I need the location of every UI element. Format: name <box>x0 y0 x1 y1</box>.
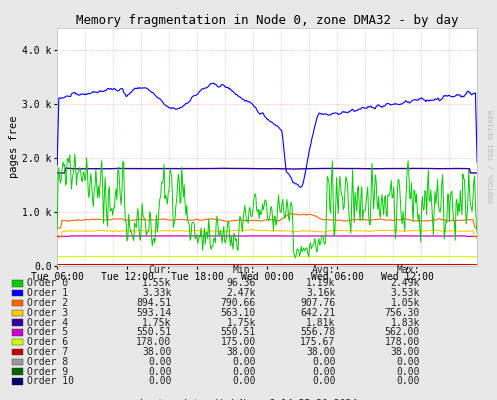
Text: Min:: Min: <box>233 265 256 275</box>
Text: 563.10: 563.10 <box>221 308 256 318</box>
Text: Avg:: Avg: <box>312 265 335 275</box>
Text: 38.00: 38.00 <box>142 347 171 357</box>
Text: 3.53k: 3.53k <box>391 288 420 298</box>
Text: 96.36: 96.36 <box>227 278 256 288</box>
Text: Order 7: Order 7 <box>27 347 69 357</box>
Text: 1.19k: 1.19k <box>306 278 335 288</box>
Text: 3.16k: 3.16k <box>306 288 335 298</box>
Text: 1.83k: 1.83k <box>391 318 420 328</box>
Text: Order 1: Order 1 <box>27 288 69 298</box>
Text: 1.55k: 1.55k <box>142 278 171 288</box>
Text: 1.75k: 1.75k <box>227 318 256 328</box>
Text: 0.00: 0.00 <box>148 357 171 367</box>
Text: 642.21: 642.21 <box>300 308 335 318</box>
Text: 3.33k: 3.33k <box>142 288 171 298</box>
Text: 0.00: 0.00 <box>397 357 420 367</box>
Text: 1.81k: 1.81k <box>306 318 335 328</box>
Text: 175.00: 175.00 <box>221 337 256 347</box>
Text: 0.00: 0.00 <box>312 376 335 386</box>
Text: 0.00: 0.00 <box>397 376 420 386</box>
Text: Order 4: Order 4 <box>27 318 69 328</box>
Text: 0.00: 0.00 <box>233 376 256 386</box>
Text: Order 5: Order 5 <box>27 327 69 338</box>
Text: 790.66: 790.66 <box>221 298 256 308</box>
Text: 0.00: 0.00 <box>148 366 171 377</box>
Text: 550.51: 550.51 <box>136 327 171 338</box>
Text: Order 2: Order 2 <box>27 298 69 308</box>
Text: Last update: Wed Nov  6 14:55:20 2024: Last update: Wed Nov 6 14:55:20 2024 <box>140 399 357 400</box>
Text: 0.00: 0.00 <box>397 366 420 377</box>
Y-axis label: pages free: pages free <box>9 116 19 178</box>
Text: Order 10: Order 10 <box>27 376 75 386</box>
Text: 0.00: 0.00 <box>312 357 335 367</box>
Text: Order 8: Order 8 <box>27 357 69 367</box>
Text: RRDTOOL / TOBI OETIKER: RRDTOOL / TOBI OETIKER <box>489 109 495 203</box>
Text: 1.75k: 1.75k <box>142 318 171 328</box>
Text: Order 3: Order 3 <box>27 308 69 318</box>
Text: 0.00: 0.00 <box>312 366 335 377</box>
Text: 0.00: 0.00 <box>148 376 171 386</box>
Text: Cur:: Cur: <box>148 265 171 275</box>
Text: 550.51: 550.51 <box>221 327 256 338</box>
Text: Order 9: Order 9 <box>27 366 69 377</box>
Text: 907.76: 907.76 <box>300 298 335 308</box>
Text: 38.00: 38.00 <box>391 347 420 357</box>
Text: 593.14: 593.14 <box>136 308 171 318</box>
Text: Order 0: Order 0 <box>27 278 69 288</box>
Text: 556.78: 556.78 <box>300 327 335 338</box>
Text: 2.47k: 2.47k <box>227 288 256 298</box>
Text: 38.00: 38.00 <box>227 347 256 357</box>
Text: 756.30: 756.30 <box>385 308 420 318</box>
Text: 38.00: 38.00 <box>306 347 335 357</box>
Text: Order 6: Order 6 <box>27 337 69 347</box>
Title: Memory fragmentation in Node 0, zone DMA32 - by day: Memory fragmentation in Node 0, zone DMA… <box>76 14 458 27</box>
Text: 178.00: 178.00 <box>136 337 171 347</box>
Text: 1.05k: 1.05k <box>391 298 420 308</box>
Text: 178.00: 178.00 <box>385 337 420 347</box>
Text: 175.67: 175.67 <box>300 337 335 347</box>
Text: 0.00: 0.00 <box>233 357 256 367</box>
Text: 894.51: 894.51 <box>136 298 171 308</box>
Text: 562.00: 562.00 <box>385 327 420 338</box>
Text: Max:: Max: <box>397 265 420 275</box>
Text: 0.00: 0.00 <box>233 366 256 377</box>
Text: 2.49k: 2.49k <box>391 278 420 288</box>
